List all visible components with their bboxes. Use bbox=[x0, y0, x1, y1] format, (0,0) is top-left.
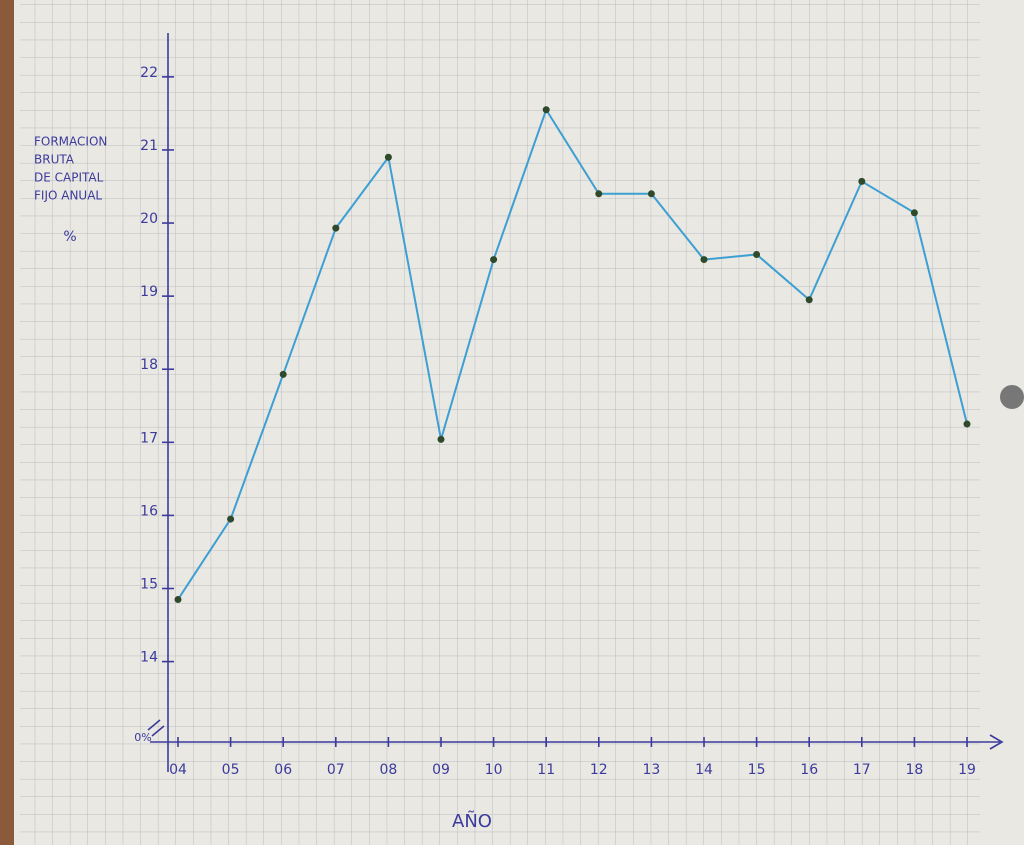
data-point bbox=[490, 256, 498, 264]
punch-hole bbox=[1000, 385, 1024, 409]
data-point bbox=[647, 190, 655, 198]
grid-paper bbox=[20, 0, 980, 845]
data-point bbox=[437, 435, 445, 443]
y-tick-label: 20 bbox=[140, 211, 158, 227]
data-point bbox=[753, 250, 761, 258]
y-label-line: FIJO ANUAL bbox=[34, 189, 102, 203]
axis-break bbox=[147, 719, 165, 737]
y-tick-label: 22 bbox=[140, 65, 158, 81]
y-label-line: FORMACION bbox=[34, 135, 107, 149]
y-tick-label: 16 bbox=[140, 503, 158, 519]
data-point bbox=[910, 209, 918, 217]
y-tick-label: 19 bbox=[140, 284, 158, 300]
y-tick-label: 17 bbox=[140, 430, 158, 446]
x-tick-label: 16 bbox=[800, 762, 818, 778]
data-point bbox=[700, 256, 708, 264]
data-point bbox=[384, 153, 392, 161]
y-unit: % bbox=[63, 229, 76, 245]
x-tick-label: 05 bbox=[222, 762, 240, 778]
x-tick-label: 10 bbox=[485, 762, 503, 778]
data-point bbox=[595, 190, 603, 198]
y-label-line: DE CAPITAL bbox=[34, 171, 104, 185]
y-tick-label: 21 bbox=[140, 138, 158, 154]
x-axis-arrow bbox=[989, 734, 1004, 750]
y-tick-label: 18 bbox=[140, 357, 158, 373]
x-tick-label: 04 bbox=[169, 762, 187, 778]
data-point bbox=[332, 224, 340, 232]
x-tick-label: 11 bbox=[537, 762, 555, 778]
data-point bbox=[858, 177, 866, 185]
x-tick-label: 13 bbox=[642, 762, 660, 778]
data-line bbox=[177, 107, 968, 601]
y-tick-label: 15 bbox=[140, 577, 158, 593]
y-origin-label: 0% bbox=[134, 731, 151, 744]
data-point bbox=[174, 595, 182, 603]
x-tick-label: 08 bbox=[379, 762, 397, 778]
x-tick-label: 07 bbox=[327, 762, 345, 778]
x-tick-label: 19 bbox=[958, 762, 976, 778]
x-tick-label: 09 bbox=[432, 762, 450, 778]
data-point bbox=[279, 370, 287, 378]
data-point bbox=[963, 420, 971, 428]
x-tick-label: 18 bbox=[905, 762, 923, 778]
y-axis-label: FORMACION BRUTA DE CAPITAL FIJO ANUAL bbox=[34, 135, 107, 203]
x-tick-label: 06 bbox=[274, 762, 292, 778]
x-axis-label: AÑO bbox=[452, 810, 492, 832]
data-point bbox=[227, 515, 235, 523]
x-tick-label: 17 bbox=[853, 762, 871, 778]
x-tick-label: 15 bbox=[748, 762, 766, 778]
x-tick-label: 12 bbox=[590, 762, 608, 778]
x-tick-label: 14 bbox=[695, 762, 713, 778]
y-tick-label: 14 bbox=[140, 650, 158, 666]
data-point bbox=[542, 106, 550, 114]
y-label-line: BRUTA bbox=[34, 153, 75, 167]
data-point bbox=[805, 296, 813, 304]
